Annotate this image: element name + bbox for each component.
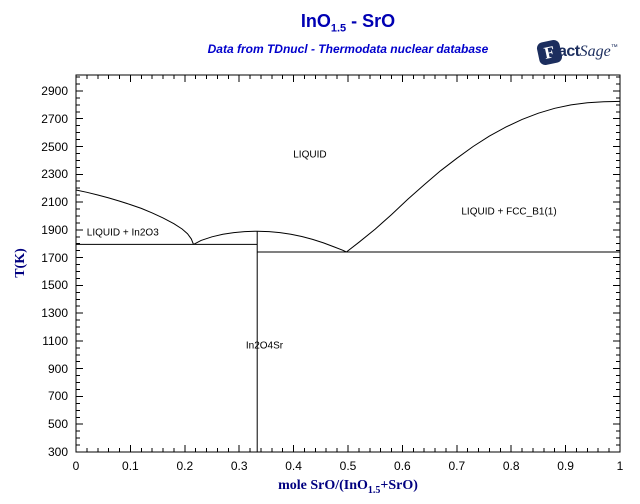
y-tick-label: 2100 (41, 195, 68, 210)
y-tick-label: 2500 (41, 139, 68, 154)
curve-in2o4sr-liquidus-dome (193, 230, 347, 253)
x-tick-label: 0.6 (394, 459, 411, 473)
x-axis-title-prefix: mole SrO/(InO (278, 478, 368, 493)
phase-region-label: In2O4Sr (245, 340, 284, 352)
x-tick-label: 0.8 (502, 459, 520, 473)
y-tick-label: 1900 (41, 222, 68, 237)
x-axis-title-subscript: 1.5 (367, 484, 381, 496)
phase-region-label: LIQUID (293, 149, 327, 161)
x-axis-title-suffix: +SrO) (380, 478, 418, 493)
x-tick-label: 0.2 (176, 459, 194, 473)
curve-fcc-b1-liquidus (346, 100, 621, 253)
phase-region-label: LIQUID + In2O3 (86, 227, 159, 239)
y-tick-label: 2300 (41, 167, 68, 182)
chart-title-prefix: InO (300, 11, 331, 31)
y-tick-label: 2900 (41, 83, 68, 98)
y-tick-label: 300 (47, 445, 68, 459)
chart-title-subscript: 1.5 (330, 22, 347, 35)
x-tick-label: 0.9 (557, 459, 574, 473)
x-tick-label: 0.3 (230, 459, 248, 473)
x-tick-label: 0.1 (122, 459, 139, 473)
x-axis-title: mole SrO/(InO1.5+SrO) (76, 478, 620, 496)
x-tick-label: 1 (616, 459, 624, 473)
y-tick-label: 1700 (41, 250, 68, 265)
factsage-act-text: act (558, 43, 580, 60)
y-tick-label: 1500 (41, 278, 68, 293)
y-tick-label: 2700 (41, 111, 68, 126)
y-tick-label: 900 (47, 361, 68, 376)
plot-frame (75, 74, 621, 453)
y-tick-label: 1300 (41, 306, 68, 321)
chart-title-suffix: - SrO (346, 11, 396, 31)
phase-region-label: LIQUID + FCC_B1(1) (461, 206, 557, 218)
x-tick-label: 0.7 (448, 459, 466, 473)
y-tick-label: 500 (47, 417, 68, 432)
chart-subtitle: Data from TDnucl - Thermodata nuclear da… (207, 42, 489, 56)
y-tick-label: 700 (47, 389, 68, 404)
x-tick-label: 0.4 (285, 459, 302, 473)
y-tick-label: 1100 (42, 333, 68, 348)
chart-title: InO1.5 - SrO (76, 11, 620, 35)
curve-in2o3-liquidus (75, 189, 194, 245)
factsage-trademark: ™ (610, 44, 618, 51)
x-tick-label: 0 (72, 459, 80, 473)
factsage-sage-text: Sage (579, 43, 611, 60)
x-tick-label: 0.5 (339, 459, 357, 473)
